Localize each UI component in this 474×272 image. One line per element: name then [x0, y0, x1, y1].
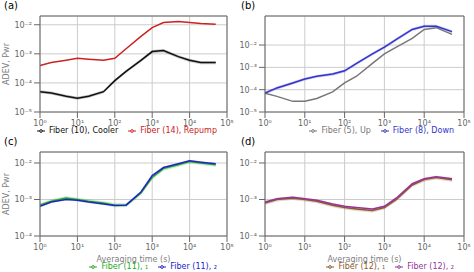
svg-text:10⁻⁵: 10⁻⁵ [239, 108, 257, 117]
svg-text:10⁰: 10⁰ [33, 119, 46, 128]
svg-text:10⁵: 10⁵ [457, 119, 466, 128]
svg-text:10⁻⁵: 10⁻⁵ [14, 108, 32, 117]
svg-text:ADEV, Pwr: ADEV, Pwr [8, 172, 11, 215]
html-text:(c): (c) [4, 136, 18, 147]
svg-text:10²: 10² [338, 243, 351, 252]
svg-text:10⁴: 10⁴ [183, 243, 196, 252]
svg-text:10⁻²: 10⁻² [239, 41, 257, 50]
svg-text:10⁻³: 10⁻³ [239, 195, 257, 204]
svg-text:10³: 10³ [378, 243, 391, 252]
svg-text:10⁰: 10⁰ [258, 243, 271, 252]
svg-text:10⁻⁴: 10⁻⁴ [239, 86, 257, 95]
svg-text:10⁰: 10⁰ [33, 243, 46, 252]
html-text:Fiber (5), Up: Fiber (5), Up [321, 126, 371, 135]
html-text:Fiber (12), ₁: Fiber (12), ₁ [338, 262, 386, 271]
html-text:Fiber (10), Cooler: Fiber (10), Cooler [48, 126, 119, 135]
html-text:Fiber (8), Down: Fiber (8), Down [392, 126, 454, 135]
svg-text:Averaging time (s): Averaging time (s) [97, 255, 171, 264]
svg-text:10²: 10² [338, 119, 351, 128]
svg-text:10⁻³: 10⁻³ [14, 50, 32, 59]
html-text:(a): (a) [4, 0, 18, 11]
svg-text:10⁵: 10⁵ [220, 119, 233, 128]
svg-text:10⁻⁴: 10⁻⁴ [14, 232, 32, 241]
svg-text:10³: 10³ [146, 243, 159, 252]
svg-text:10⁻²: 10⁻² [239, 159, 257, 168]
svg-text:10⁻³: 10⁻³ [14, 195, 32, 204]
svg-text:10⁻²: 10⁻² [14, 21, 32, 30]
svg-text:10⁴: 10⁴ [418, 119, 431, 128]
svg-text:10³: 10³ [378, 119, 391, 128]
svg-text:10⁻³: 10⁻³ [239, 63, 257, 72]
html-text:(d): (d) [241, 136, 256, 147]
svg-text:10²: 10² [108, 119, 121, 128]
svg-text:10⁻²: 10⁻² [14, 159, 32, 168]
svg-text:10²: 10² [108, 243, 121, 252]
html-text:Fiber (12), ₂: Fiber (12), ₂ [407, 262, 454, 271]
html-text:Fiber (14), Repump: Fiber (14), Repump [140, 126, 217, 135]
svg-text:10¹: 10¹ [298, 119, 311, 128]
html-text:(b): (b) [241, 0, 256, 11]
svg-text:10⁰: 10⁰ [258, 119, 271, 128]
svg-text:10¹: 10¹ [298, 243, 311, 252]
html-text:Fiber (11), ₂: Fiber (11), ₂ [170, 262, 217, 271]
svg-text:10⁻⁴: 10⁻⁴ [239, 232, 257, 241]
svg-text:10⁻⁴: 10⁻⁴ [14, 79, 32, 88]
svg-text:10¹: 10¹ [71, 119, 84, 128]
svg-text:10¹: 10¹ [71, 243, 84, 252]
svg-text:10⁴: 10⁴ [183, 119, 196, 128]
svg-text:10³: 10³ [146, 119, 159, 128]
html-text:Fiber (11), ₁: Fiber (11), ₁ [101, 262, 149, 271]
svg-text:ADEV, Pwr: ADEV, Pwr [8, 42, 11, 85]
svg-text:10⁴: 10⁴ [418, 243, 431, 252]
svg-text:10⁵: 10⁵ [220, 243, 233, 252]
svg-text:10⁵: 10⁵ [457, 243, 466, 252]
svg-text:Averaging time (s): Averaging time (s) [328, 255, 402, 264]
